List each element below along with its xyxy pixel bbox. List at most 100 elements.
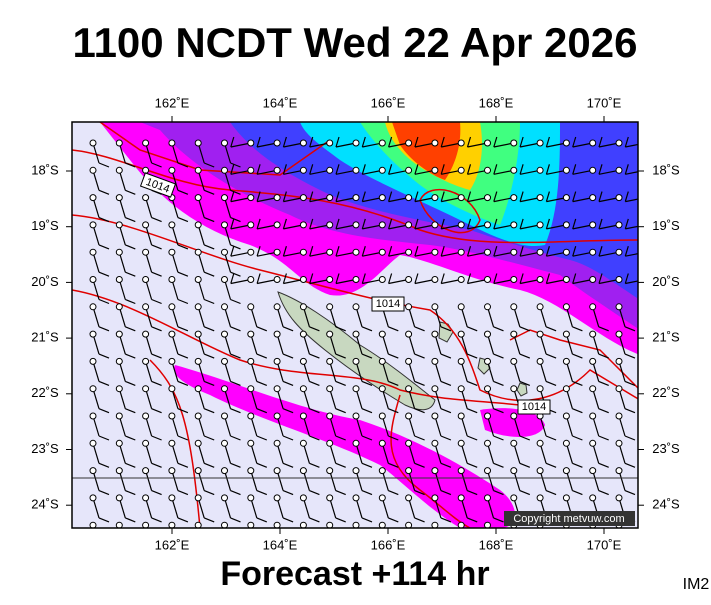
wind-barb [562,357,583,386]
wind-barb [431,494,452,523]
barb-station [589,385,597,393]
barb-staff [645,471,651,491]
wind-barb [510,439,531,468]
copyright: Copyright metvuw.com [513,513,624,525]
barb-station [168,357,176,365]
barb-station [484,357,491,365]
barb-station [168,248,176,256]
barb-flag [151,162,162,168]
barb-flag [151,326,162,332]
barb-flag [203,353,215,359]
barb-flag [624,380,636,386]
barb-flag [545,353,557,359]
wind-barb [115,221,136,250]
barb-station [484,412,491,420]
barb-station [299,385,307,393]
barb-station [510,439,518,447]
wind-barb [466,218,491,230]
barb-station [247,303,255,311]
wind-barb [299,330,320,359]
wind-barb [142,330,162,359]
x-tick-label: 164˚E [263,537,298,552]
barb-station [326,276,334,283]
barb-station [510,248,518,256]
barb-flag [177,462,189,468]
wind-barb [598,164,623,175]
barb-flag [335,164,340,175]
barb-station [326,494,334,502]
wind-barb [326,412,346,441]
barb-flag [572,246,577,257]
barb-station [194,139,202,147]
barb-flag [467,545,477,549]
barb-station [510,357,518,365]
barb-flag [177,326,189,332]
barb-station [536,330,544,338]
barb-flag [545,490,557,496]
barb-station [221,494,228,502]
barb-flag [282,191,287,202]
barb-station [299,221,307,229]
barb-flag [309,326,320,332]
wind-barb [572,136,597,148]
barb-flag [309,545,319,549]
barb-station [247,494,255,502]
wind-barb [431,385,452,414]
barb-station [89,330,97,338]
barb-station [431,494,439,502]
y-tick-label: 23˚S [652,441,680,456]
barb-station [142,385,150,393]
barb-station [115,521,123,528]
barb-flag [466,380,478,386]
wind-barb [256,191,281,203]
wind-barb [221,139,241,168]
wind-barb [194,166,215,195]
wind-barb [142,221,162,250]
barb-station [299,494,307,502]
forecast-label: Forecast +114 hr [220,555,489,593]
barb-flag [545,164,550,175]
barb-staff [625,171,638,175]
barb-flag [99,545,109,549]
barb-flag [493,517,504,523]
barb-flag [125,189,136,195]
y-tick-label: 24˚S [652,497,680,512]
wind-barb [335,136,360,148]
wind-barb [361,273,386,285]
wind-barb [510,330,531,359]
wind-barb [519,164,544,175]
barb-flag [256,408,268,414]
wind-barb [256,246,281,257]
barb-station [273,221,281,229]
barb-flag [98,162,110,168]
barb-station [221,248,228,256]
wind-barb [405,412,425,441]
barb-flag [203,517,215,523]
wind-barb [115,412,136,441]
barb-station [142,194,150,202]
barb-flag [440,435,452,441]
barb-flag [335,326,346,332]
wind-barb [282,164,307,175]
barb-station [405,412,413,420]
barb-station [115,357,123,365]
wind-barb [457,330,478,359]
wind-barb [273,439,294,468]
wind-barb [572,164,597,175]
barb-flag [414,353,425,359]
wind-barb [273,303,294,332]
wind-barb [89,439,110,468]
wind-barb [221,248,241,277]
barb-flag [125,244,136,250]
wind-barb [282,191,307,203]
barb-station [168,303,176,311]
wind-barb [562,330,583,359]
wind-barb [273,385,294,414]
wind-barb [299,494,320,523]
barb-flag [414,408,425,414]
barb-flag [125,435,136,441]
barb-flag [282,435,294,441]
wind-barb [247,494,268,523]
wind-barb [273,330,294,359]
